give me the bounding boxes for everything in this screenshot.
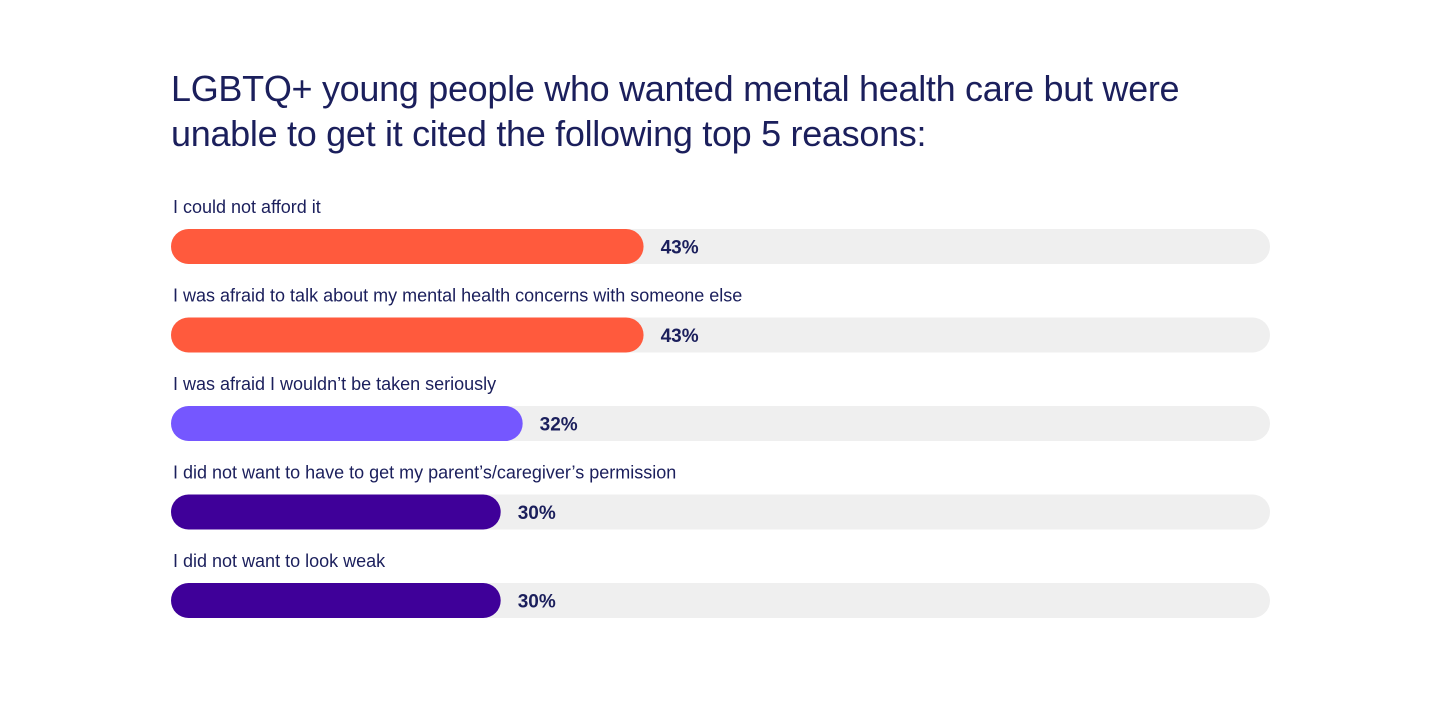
category-label: I did not want to have to get my parent’… xyxy=(173,463,676,483)
chart-title: LGBTQ+ young people who wanted mental he… xyxy=(171,68,1180,154)
category-label: I was afraid I wouldn’t be taken serious… xyxy=(173,374,496,394)
value-label: 43% xyxy=(661,238,699,259)
value-label: 32% xyxy=(540,415,578,436)
category-label: I did not want to look weak xyxy=(173,551,386,571)
category-label: I could not afford it xyxy=(173,197,321,217)
bar xyxy=(171,583,501,618)
value-label: 30% xyxy=(518,503,556,524)
value-label: 43% xyxy=(661,326,699,347)
bar xyxy=(171,317,644,353)
bar xyxy=(171,229,644,264)
bar xyxy=(171,406,523,441)
value-label: 30% xyxy=(518,592,556,613)
bar xyxy=(171,494,501,530)
category-label: I was afraid to talk about my mental hea… xyxy=(173,286,742,306)
